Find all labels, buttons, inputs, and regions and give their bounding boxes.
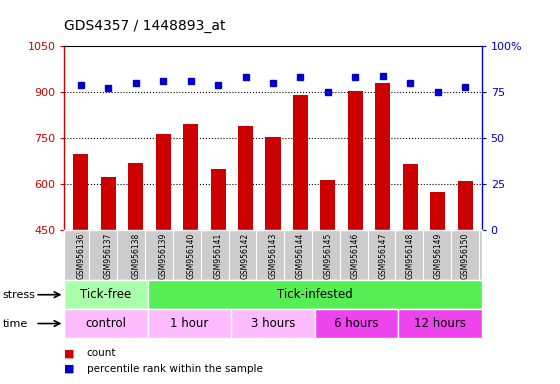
Bar <box>348 91 363 230</box>
Text: 1 hour: 1 hour <box>170 317 209 330</box>
Text: GSM956146: GSM956146 <box>351 233 360 279</box>
Text: Tick-free: Tick-free <box>81 288 132 301</box>
Bar <box>64 280 148 309</box>
Bar <box>101 177 116 230</box>
Bar <box>375 83 390 230</box>
Text: GSM956142: GSM956142 <box>241 233 250 279</box>
Text: count: count <box>87 348 116 358</box>
Bar <box>183 124 198 230</box>
Text: GSM956148: GSM956148 <box>406 233 415 279</box>
Bar <box>315 309 398 338</box>
Text: Tick-infested: Tick-infested <box>277 288 353 301</box>
Text: GSM956138: GSM956138 <box>131 233 140 279</box>
Text: GDS4357 / 1448893_at: GDS4357 / 1448893_at <box>64 19 226 33</box>
Text: GSM956143: GSM956143 <box>268 233 278 279</box>
Bar <box>64 309 148 338</box>
Text: GSM956147: GSM956147 <box>379 233 388 279</box>
Text: GSM956140: GSM956140 <box>186 233 195 279</box>
Text: 12 hours: 12 hours <box>414 317 466 330</box>
Bar <box>398 309 482 338</box>
Text: 3 hours: 3 hours <box>251 317 295 330</box>
Bar <box>320 180 335 230</box>
Bar <box>73 154 88 230</box>
Bar <box>458 181 473 230</box>
Text: GSM956139: GSM956139 <box>158 233 167 279</box>
Text: ■: ■ <box>64 364 75 374</box>
Text: GSM956144: GSM956144 <box>296 233 305 279</box>
Text: stress: stress <box>3 290 36 300</box>
Text: GSM956141: GSM956141 <box>213 233 223 279</box>
Text: ■: ■ <box>64 348 75 358</box>
Bar <box>238 126 253 230</box>
Text: GSM956136: GSM956136 <box>76 233 85 279</box>
Bar <box>156 134 171 230</box>
Bar <box>148 309 231 338</box>
Text: GSM956149: GSM956149 <box>433 233 442 279</box>
Text: time: time <box>3 318 28 329</box>
Text: GSM956145: GSM956145 <box>323 233 333 279</box>
Bar <box>148 280 482 309</box>
Bar <box>430 192 445 230</box>
Text: 6 hours: 6 hours <box>334 317 379 330</box>
Bar <box>403 164 418 230</box>
Bar <box>265 137 281 230</box>
Bar <box>128 163 143 230</box>
Bar <box>231 309 315 338</box>
Bar <box>293 95 308 230</box>
Text: GSM956137: GSM956137 <box>104 233 113 279</box>
Text: control: control <box>86 317 127 330</box>
Bar <box>211 169 226 230</box>
Text: GSM956150: GSM956150 <box>461 233 470 279</box>
Text: percentile rank within the sample: percentile rank within the sample <box>87 364 263 374</box>
